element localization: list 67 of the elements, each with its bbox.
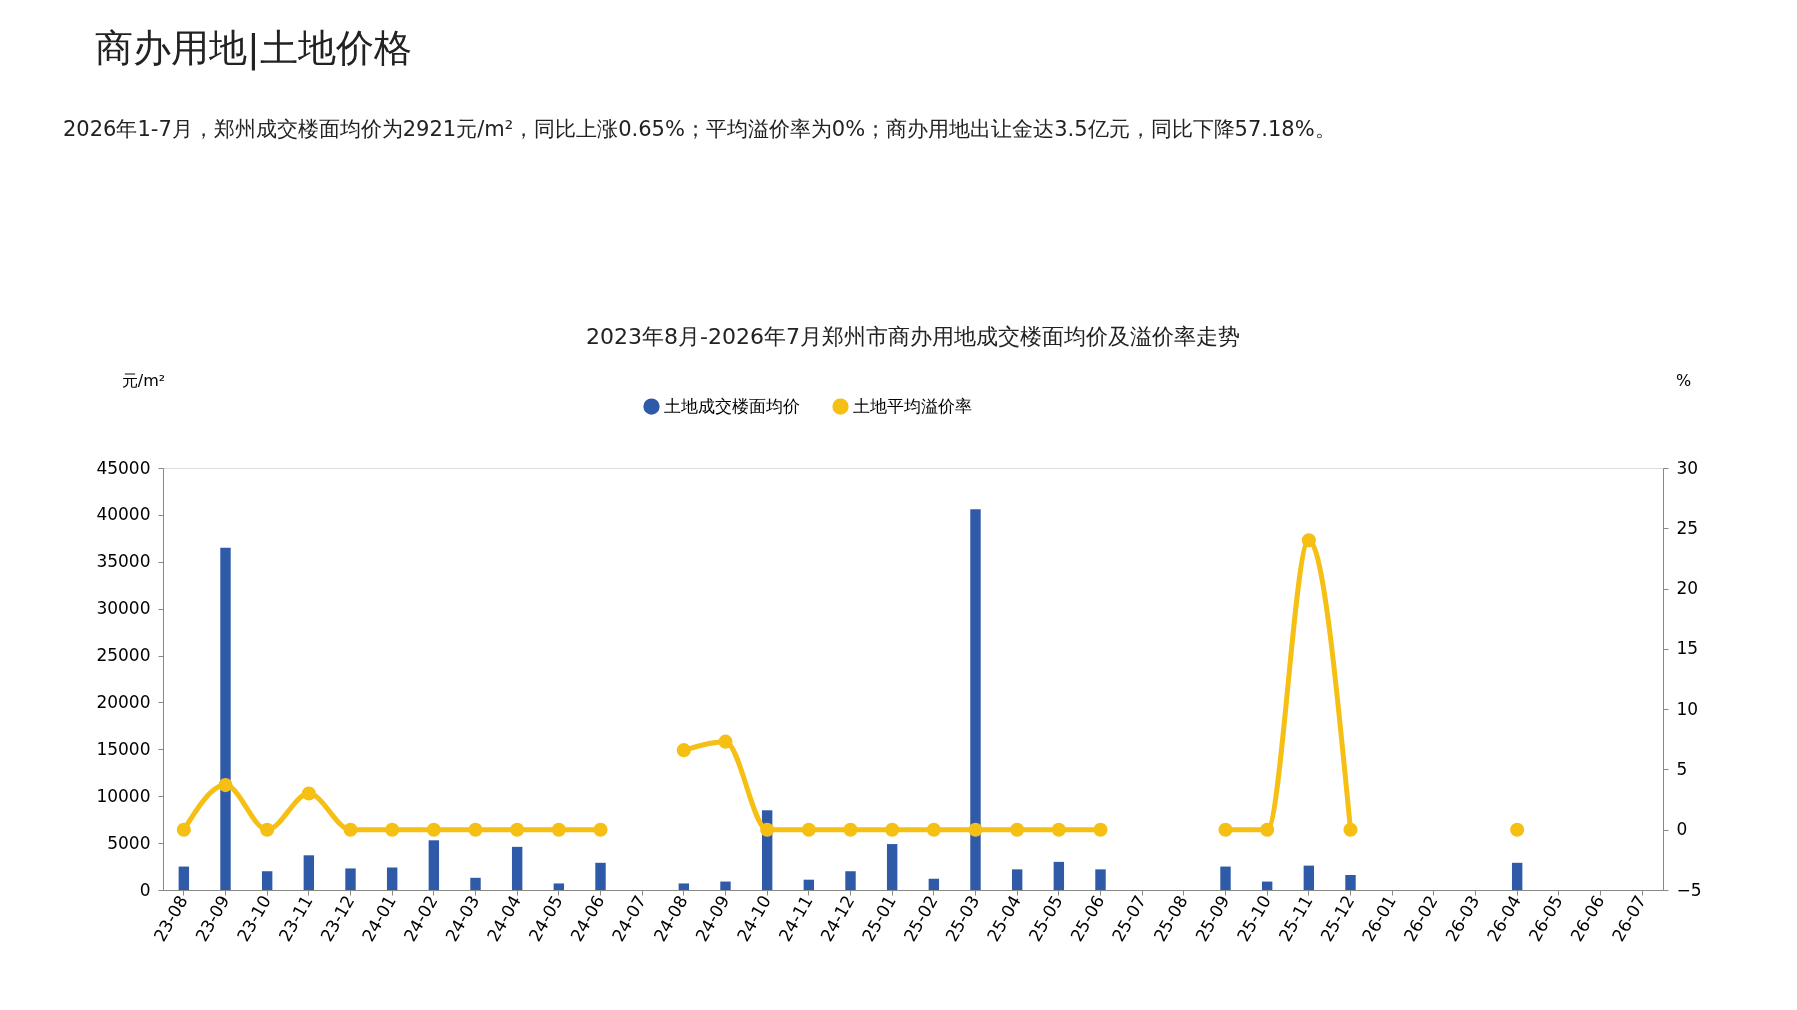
bar	[470, 877, 481, 890]
y2-tick-label: 0	[1676, 819, 1688, 840]
bar	[1511, 862, 1523, 890]
y2-tick-label: 5	[1676, 758, 1688, 779]
bar	[970, 509, 981, 890]
y-tick-label: 40000	[96, 504, 151, 525]
bar	[845, 871, 856, 890]
bar	[678, 883, 690, 890]
y-tick-label: 20000	[96, 691, 151, 712]
y-tick-label: 5000	[107, 832, 151, 853]
point	[510, 822, 525, 837]
point	[551, 822, 566, 837]
y2-tick-label: 20	[1676, 578, 1699, 599]
point	[301, 786, 316, 801]
bar	[1011, 869, 1023, 890]
y-tick-label: 0	[139, 879, 151, 900]
bar	[178, 866, 190, 890]
legend-label: 土地平均溢价率	[853, 395, 972, 416]
legend-label: 土地成交楼面均价	[664, 395, 800, 416]
point	[1343, 822, 1358, 837]
point	[176, 822, 191, 837]
y-axis-title: 元/m²	[121, 370, 166, 390]
y-tick-label: 10000	[96, 785, 151, 806]
bar	[553, 883, 565, 890]
bar	[511, 846, 523, 890]
bar	[1345, 875, 1356, 890]
chart-title: 2023年8月-2026年7月郑州市商办用地成交楼面均价及溢价率走势	[586, 324, 1240, 349]
text: 商办用地|土地价格	[95, 26, 412, 71]
bar	[886, 844, 898, 890]
bar	[220, 547, 231, 890]
point	[343, 822, 358, 837]
bar	[303, 855, 315, 890]
y-tick-label: 25000	[96, 645, 151, 666]
bar	[1053, 861, 1065, 890]
bar	[595, 862, 606, 890]
point	[1260, 822, 1275, 837]
bar	[428, 840, 440, 890]
bar	[345, 868, 356, 890]
bar	[803, 879, 815, 890]
point	[1218, 822, 1233, 837]
y-tick-label: 15000	[96, 738, 151, 759]
point	[468, 822, 483, 837]
y2-tick-label: 10	[1676, 698, 1699, 719]
y-tick-label: 35000	[96, 551, 151, 572]
point	[1510, 822, 1525, 837]
text: 2026年1-7月，郑州成交楼面均价为2921元/m²，同比上涨0.65%；平均溢价率为0%；商办用地出让金达3.5亿元，同比下降57.18%。	[63, 117, 1336, 141]
point	[260, 822, 275, 837]
bar	[1261, 881, 1273, 890]
bar	[1220, 866, 1231, 890]
bar	[1095, 869, 1106, 890]
y-tick-label: 30000	[96, 598, 151, 619]
y2-tick-label: 30	[1676, 457, 1699, 478]
point	[218, 778, 233, 793]
bar	[386, 867, 398, 890]
point	[385, 822, 400, 837]
bar	[720, 881, 731, 890]
y2-tick-label: −5	[1676, 879, 1702, 900]
y-tick-label: 45000	[96, 457, 151, 478]
y2-tick-label: 15	[1676, 638, 1699, 659]
point	[593, 822, 608, 837]
bar	[1303, 865, 1315, 890]
point	[426, 822, 441, 837]
bar	[261, 871, 273, 890]
y2-tick-label: 25	[1676, 517, 1699, 538]
point	[1301, 533, 1316, 548]
bar	[928, 878, 940, 890]
y2-axis-title: %	[1675, 370, 1692, 390]
